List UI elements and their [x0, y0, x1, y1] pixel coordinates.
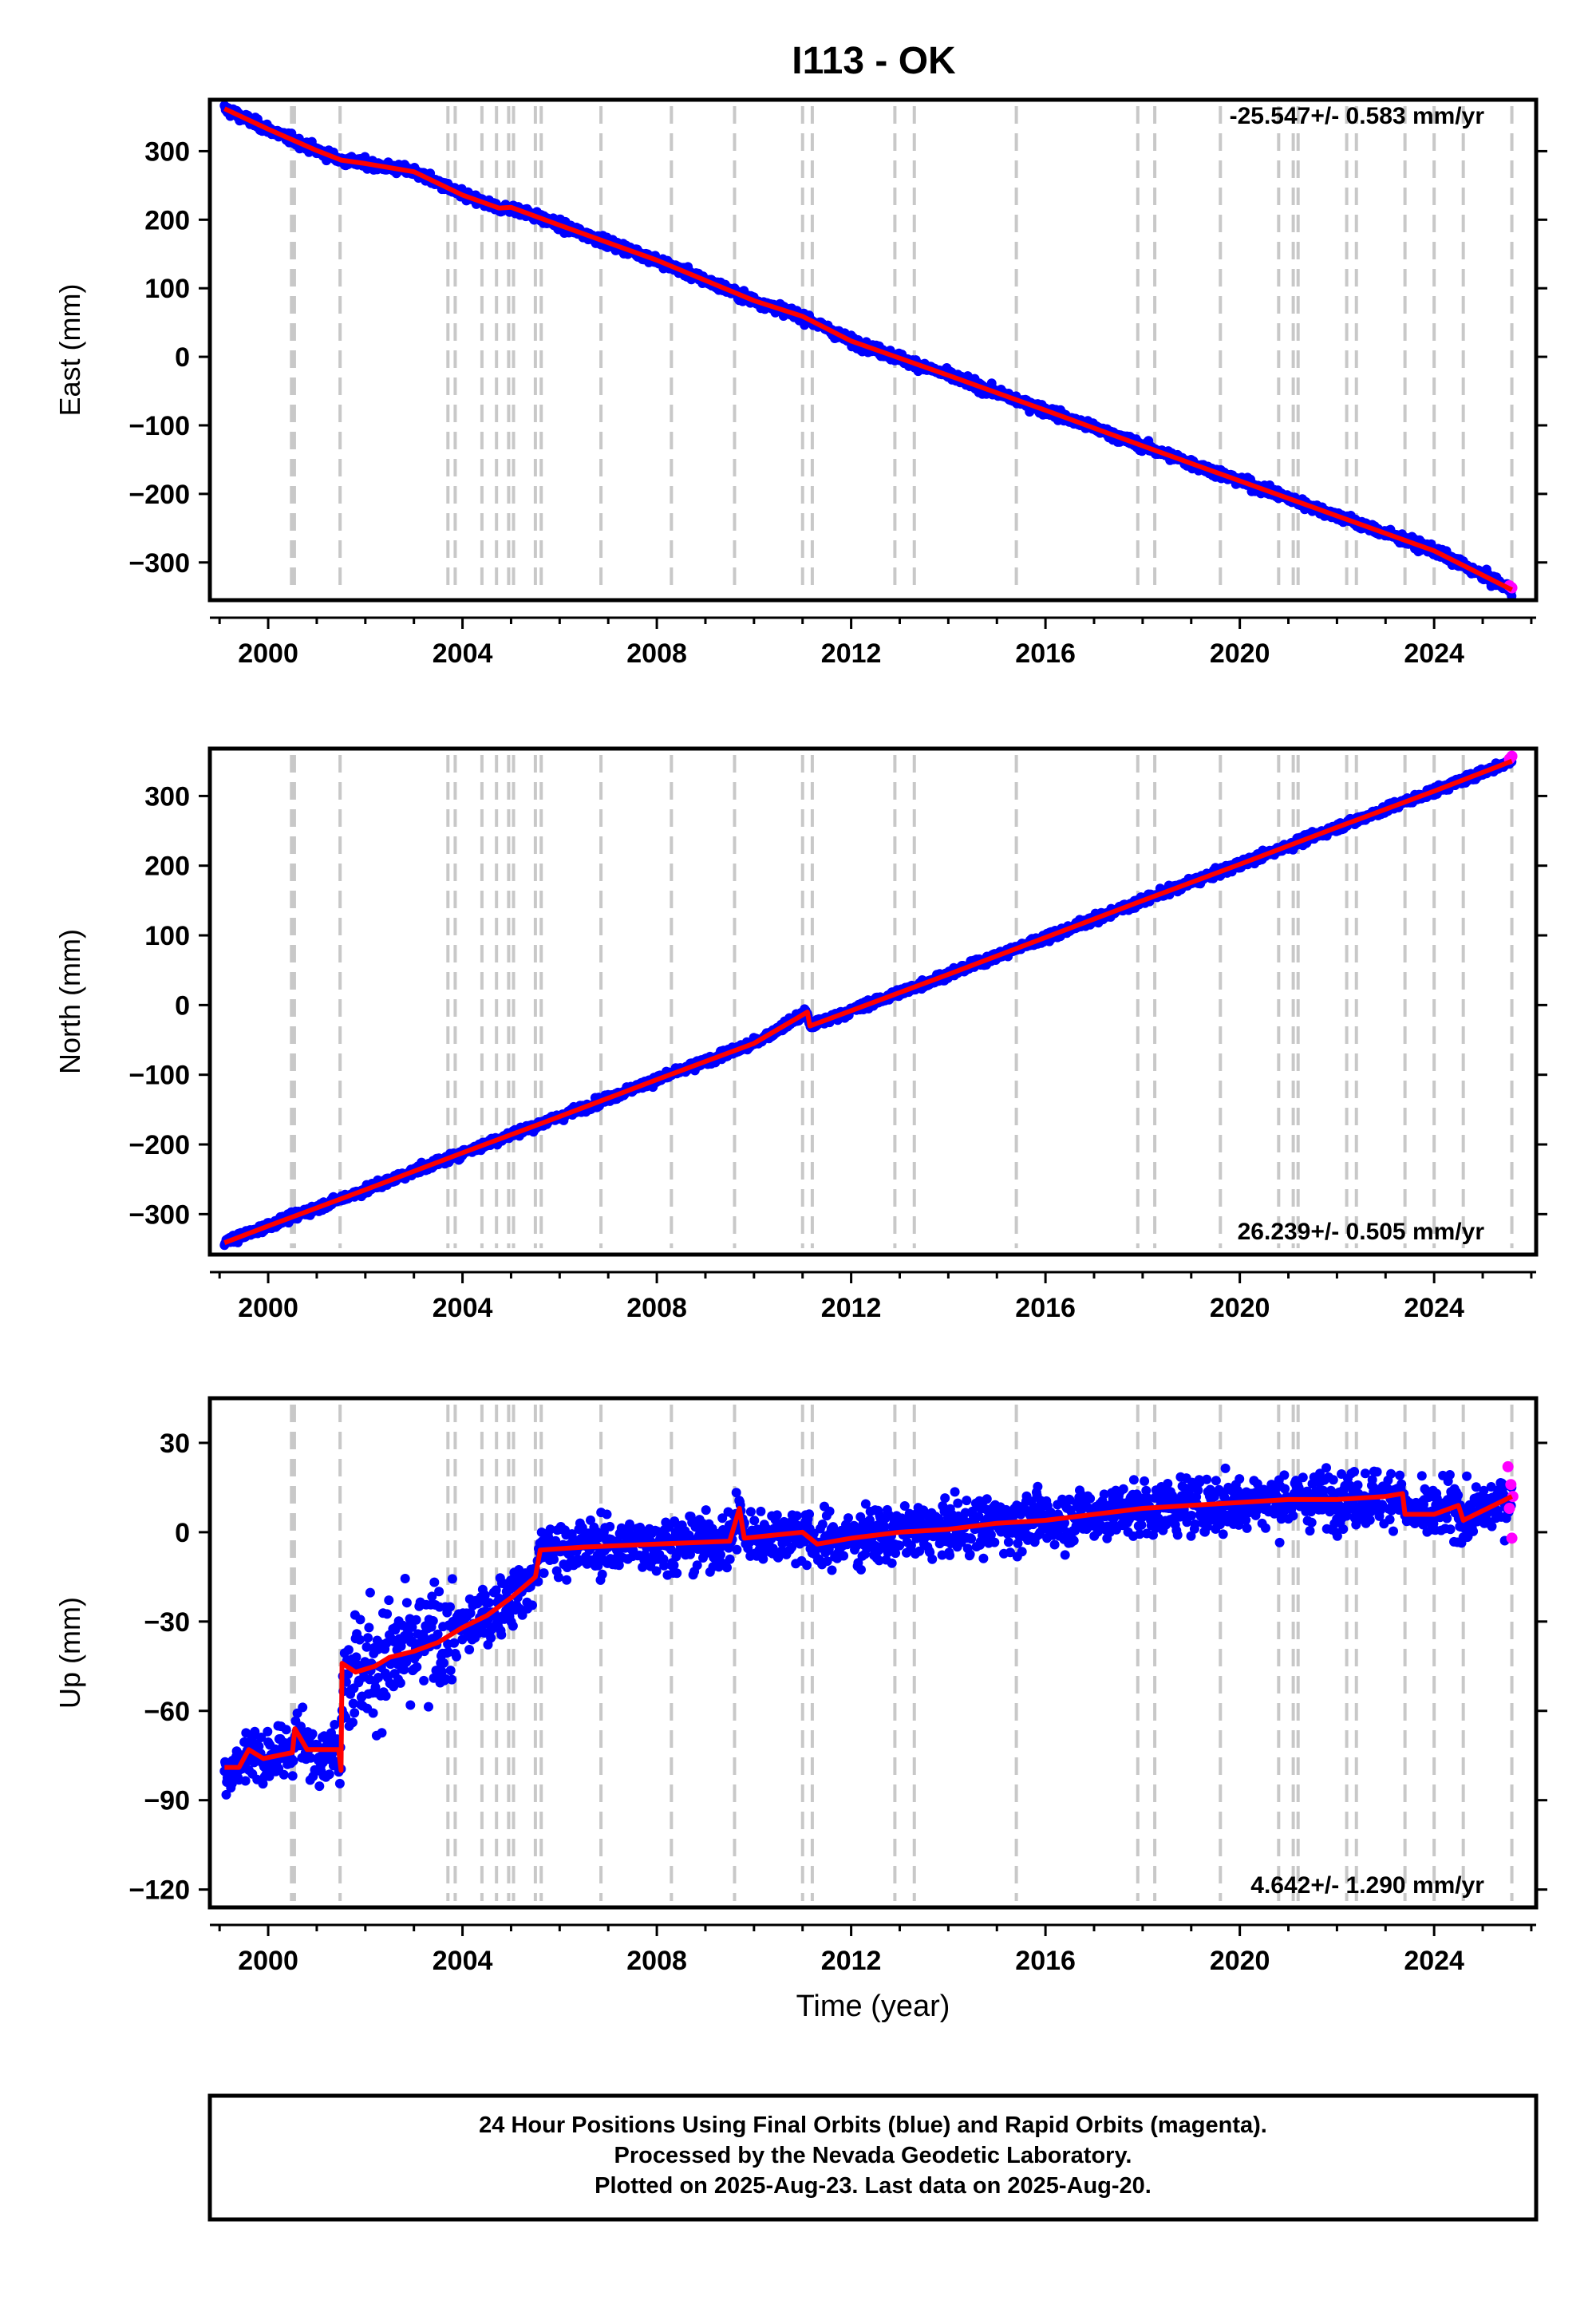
data-point [401, 1657, 412, 1667]
data-point [288, 1756, 298, 1766]
east-panel: −300 −200 −100 0 100 200 300 2000 2004 2008 2012 20… [53, 97, 1547, 669]
data-point [324, 1769, 334, 1780]
y-tick-label: 0 [175, 342, 190, 373]
x-tick-label: 2020 [1210, 638, 1270, 669]
data-point [240, 1776, 251, 1786]
data-point [368, 1708, 378, 1718]
x-tick-label: 2008 [626, 638, 687, 669]
data-point [384, 1595, 394, 1606]
data-point [348, 1717, 358, 1728]
data-point [419, 1675, 429, 1686]
y-tick-label: −100 [128, 1061, 190, 1091]
y-tick-label: 300 [144, 781, 190, 812]
data-point [364, 1622, 374, 1633]
x-tick-label: 2004 [433, 1293, 493, 1323]
data-point [314, 1781, 325, 1792]
y-tick-label: −200 [128, 480, 190, 510]
y-tick-label: −300 [128, 1199, 190, 1230]
data-point [343, 1645, 354, 1655]
y-axis-label: North (mm) [53, 929, 86, 1074]
y-tick-label: −200 [128, 1130, 190, 1160]
data-point [412, 1662, 422, 1672]
data-point [365, 1587, 375, 1598]
y-tick-label: 200 [144, 852, 190, 882]
plot-title: I113 - OK [792, 40, 956, 82]
data-point [355, 1614, 365, 1625]
data-point [307, 1729, 318, 1739]
y-tick-label: −300 [128, 548, 190, 579]
data-point [382, 1609, 393, 1619]
model-fit-line [223, 106, 1513, 592]
final-orbit-points [219, 101, 1517, 601]
data-point [381, 1691, 391, 1701]
data-point [424, 1701, 433, 1712]
data-point [263, 1726, 273, 1737]
x-tick-label: 2016 [1015, 1293, 1076, 1323]
x-tick-label: 2024 [1404, 1293, 1464, 1323]
x-tick-label: 2012 [821, 638, 882, 669]
data-point [287, 1771, 298, 1781]
y-tick-label: 200 [144, 205, 190, 235]
data-point [281, 1725, 291, 1735]
data-point [377, 1728, 387, 1738]
x-tick-label: 2012 [821, 1293, 882, 1323]
x-tick-label: 2008 [626, 1293, 687, 1323]
y-tick-label: 100 [144, 921, 190, 951]
data-point [405, 1700, 416, 1710]
x-tick-label: 2024 [1404, 638, 1464, 669]
data-point [334, 1778, 345, 1788]
x-tick-label: 2004 [433, 638, 493, 669]
y-tick-label: 0 [175, 990, 190, 1021]
rate-label: 26.239+/- 0.505 mm/yr [1238, 1219, 1485, 1245]
data-point [363, 1633, 373, 1643]
x-tick-label: 2020 [1210, 1293, 1270, 1323]
final-orbit-points [219, 1463, 1517, 1800]
y-axis-label: East (mm) [53, 284, 86, 417]
y-tick-label: 300 [144, 136, 190, 167]
data-point [350, 1708, 360, 1718]
x-tick-label: 2016 [1015, 638, 1076, 669]
x-tick-label: 2000 [238, 1293, 298, 1323]
y-tick-label: −100 [128, 411, 190, 441]
data-point [395, 1678, 405, 1688]
model-fit-line [223, 758, 1513, 1246]
data-point [298, 1702, 308, 1713]
data-point [400, 1574, 410, 1583]
data-point [411, 1614, 421, 1625]
data-point [354, 1634, 365, 1645]
x-tick-label: 2000 [238, 638, 298, 669]
plot-frame [207, 97, 1539, 603]
data-point [401, 1598, 412, 1608]
north-panel: −300 −200 −100 0 100 200 300 2000 2004 2008 2012 20… [53, 746, 1547, 1323]
rate-label: -25.547+/- 0.583 mm/yr [1230, 103, 1485, 129]
data-point [279, 1769, 289, 1780]
y-tick-label: 100 [144, 274, 190, 304]
